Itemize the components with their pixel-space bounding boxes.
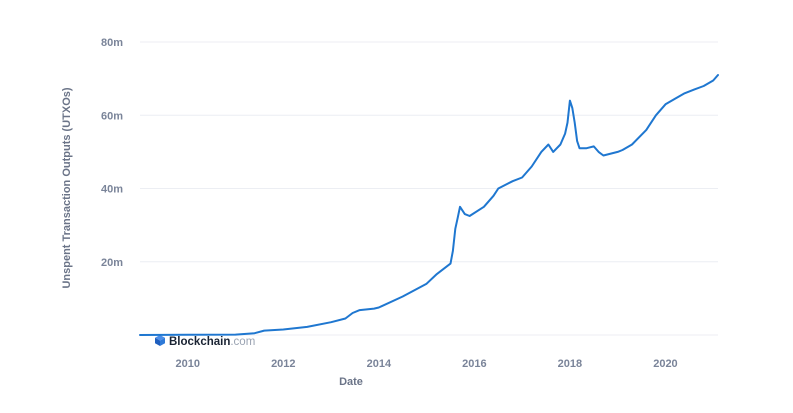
y-axis-ticks: 20m 40m 60m 80m (101, 37, 123, 269)
y-tick-label: 60m (101, 110, 123, 122)
x-tick-label: 2020 (653, 358, 677, 370)
y-tick-label: 80m (101, 37, 123, 49)
y-tick-label: 20m (101, 257, 123, 269)
svg-text:Blockchain.com: Blockchain.com (169, 336, 255, 348)
x-tick-label: 2014 (367, 358, 392, 370)
x-tick-label: 2018 (558, 358, 582, 370)
watermark-brand: Blockchain (169, 336, 230, 348)
x-tick-label: 2016 (462, 358, 486, 370)
y-axis-title: Unspent Transaction Outputs (UTXOs) (61, 87, 73, 288)
x-axis-title: Date (339, 376, 363, 388)
series-line (139, 74, 719, 336)
x-tick-label: 2010 (176, 358, 200, 370)
blockchain-cube-icon (155, 335, 165, 346)
grid (140, 41, 718, 336)
y-tick-label: 40m (101, 184, 123, 196)
x-axis-ticks: 2010 2012 2014 2016 2018 2020 (176, 358, 678, 370)
watermark: Blockchain.com (155, 335, 255, 348)
watermark-suffix: .com (230, 336, 255, 348)
x-tick-label: 2012 (271, 358, 295, 370)
